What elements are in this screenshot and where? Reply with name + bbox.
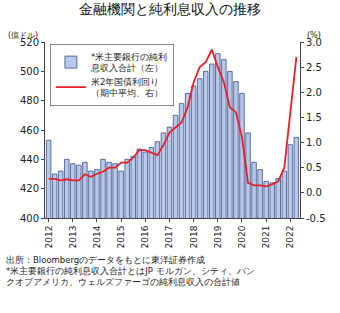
svg-text:2020: 2020 (237, 225, 247, 248)
svg-text:460: 460 (20, 125, 39, 136)
svg-text:2021: 2021 (261, 226, 271, 249)
svg-text:520: 520 (20, 37, 39, 48)
svg-text:2017: 2017 (164, 226, 174, 249)
svg-text:0.5: 0.5 (306, 162, 322, 173)
svg-text:(億ドル): (億ドル) (8, 31, 38, 40)
svg-text:2014: 2014 (92, 225, 102, 248)
svg-text:440: 440 (20, 154, 39, 165)
svg-text:1.0: 1.0 (306, 137, 322, 148)
svg-text:420: 420 (20, 183, 39, 194)
svg-text:480: 480 (20, 95, 39, 106)
svg-text:-0.5: -0.5 (306, 213, 326, 224)
svg-text:出所：Bloombergのデータをもとに東洋証券作成*米主要: 出所：Bloombergのデータをもとに東洋証券作成*米主要銀行の純利息収入合計… (6, 255, 255, 287)
svg-text:2.0: 2.0 (306, 87, 322, 98)
svg-text:400: 400 (20, 213, 39, 224)
svg-text:2.5: 2.5 (306, 62, 322, 73)
svg-text:金融機関と純利息収入の推移: 金融機関と純利息収入の推移 (79, 1, 261, 17)
svg-text:2016: 2016 (140, 225, 150, 248)
svg-text:*米主要銀行の純利息収入合計（左）: *米主要銀行の純利息収入合計（左） (90, 52, 167, 73)
svg-text:2015: 2015 (116, 226, 126, 249)
svg-text:2018: 2018 (189, 225, 199, 248)
svg-text:1.5: 1.5 (306, 112, 322, 123)
svg-text:(%): (%) (307, 31, 321, 40)
svg-text:2019: 2019 (213, 225, 223, 248)
svg-text:2012: 2012 (44, 226, 54, 249)
svg-text:2022: 2022 (285, 226, 295, 249)
svg-text:500: 500 (20, 66, 39, 77)
svg-text:3.0: 3.0 (306, 37, 322, 48)
svg-text:0.0: 0.0 (306, 187, 322, 198)
svg-text:2013: 2013 (68, 226, 78, 249)
svg-text:米2年国債利回り（期中平均、右）: 米2年国債利回り（期中平均、右） (91, 77, 163, 98)
